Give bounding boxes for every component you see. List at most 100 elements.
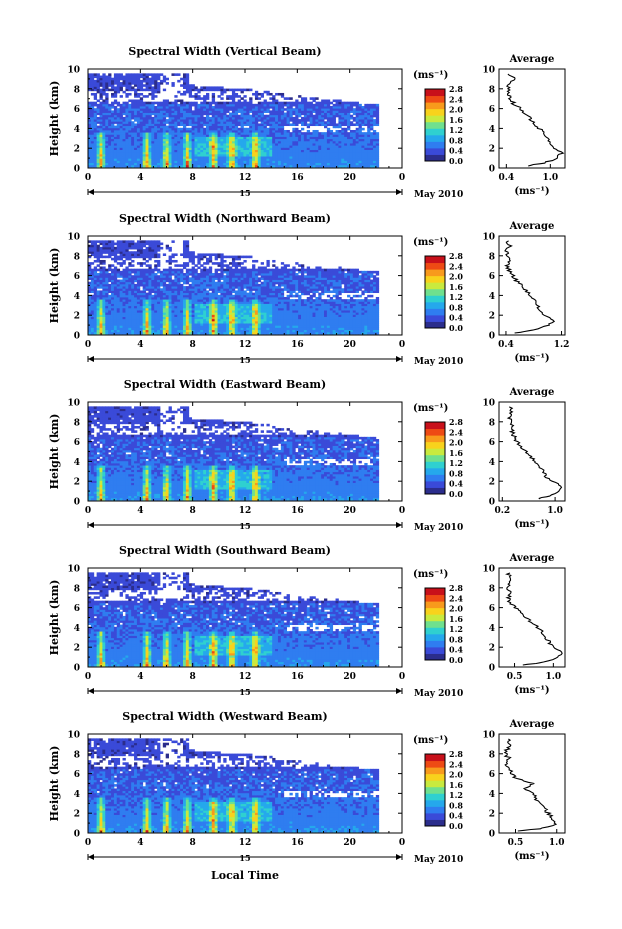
heatmap-cell xyxy=(111,78,114,81)
heatmap-cell xyxy=(289,97,292,100)
heatmap-cell xyxy=(192,266,195,269)
heatmap-cell xyxy=(229,102,232,105)
heatmap-cell xyxy=(177,80,180,83)
heatmap-cell xyxy=(160,102,163,105)
heatmap-cell xyxy=(186,73,189,76)
y-tick-label: 0 xyxy=(74,165,80,175)
heatmap-cell xyxy=(125,266,128,269)
heatmap-cell xyxy=(241,97,244,100)
colorbar: 0.00.40.81.21.62.02.42.8 xyxy=(425,84,463,166)
heatmap-cell xyxy=(344,102,347,105)
colorbar-swatch xyxy=(425,128,445,135)
heatmap-cell xyxy=(157,275,160,278)
heatmap-cell xyxy=(212,86,215,89)
colorbar-unit: (ms⁻¹) xyxy=(413,70,448,81)
heatmap-cell xyxy=(313,104,316,107)
heatmap-cell xyxy=(209,266,212,269)
panel-0: Spectral Width (Vertical Beam)0246810Hei… xyxy=(48,45,565,200)
heatmap-cell xyxy=(160,243,163,246)
heatmap-cell xyxy=(140,240,143,243)
panel-1: Spectral Width (Northward Beam)0246810He… xyxy=(48,212,569,367)
heatmap-cell xyxy=(353,108,356,111)
heatmap-cell xyxy=(100,102,103,105)
heatmap-cell xyxy=(117,280,120,283)
heatmap-cell xyxy=(117,73,120,76)
heatmap-cell xyxy=(148,240,151,243)
heatmap-cell xyxy=(108,295,111,298)
heatmap-cell xyxy=(226,95,229,98)
heatmap-cell xyxy=(114,126,117,129)
heatmap-cell xyxy=(157,269,160,272)
heatmap-cell xyxy=(350,130,353,133)
heatmap-cell xyxy=(209,253,212,256)
heatmap-cell xyxy=(166,245,169,248)
heatmap-cell xyxy=(206,253,209,256)
heatmap-cell xyxy=(292,108,295,111)
heatmap-cell xyxy=(258,123,261,126)
heatmap-cell xyxy=(246,102,249,105)
heatmap-cell xyxy=(338,130,341,133)
heatmap-cell xyxy=(197,266,200,269)
heatmap-cell xyxy=(125,240,128,243)
heatmap-cell xyxy=(160,247,163,250)
heatmap-cell xyxy=(287,102,290,105)
heatmap-cell xyxy=(226,115,229,118)
heatmap-cell xyxy=(171,269,174,272)
average-y-tick-label: 0 xyxy=(489,165,495,175)
heatmap-cell xyxy=(128,240,131,243)
heatmap-cell xyxy=(131,99,134,102)
heatmap-cell xyxy=(151,73,154,76)
heatmap-cell xyxy=(163,89,166,92)
heatmap-cell xyxy=(195,256,198,259)
colorbar-tick-label: 2.8 xyxy=(449,84,463,94)
heatmap-cell xyxy=(264,99,267,102)
heatmap-cell xyxy=(166,99,169,102)
heatmap-cell xyxy=(114,243,117,246)
heatmap-cell xyxy=(97,240,100,243)
heatmap-cell xyxy=(97,290,100,293)
heatmap-cell xyxy=(128,262,131,265)
heatmap-cell xyxy=(120,262,123,265)
heatmap-cell xyxy=(169,266,172,269)
heatmap-cell xyxy=(166,260,169,263)
heatmap-cell xyxy=(166,269,169,272)
heatmap-cell xyxy=(151,269,154,272)
heatmap-cell xyxy=(131,269,134,272)
heatmap-cell xyxy=(206,269,209,272)
heatmap-cell xyxy=(203,95,206,98)
heatmap-cell xyxy=(206,93,209,96)
heatmap-cell xyxy=(114,266,117,269)
heatmap-cell xyxy=(140,262,143,265)
heatmap-cell xyxy=(183,273,186,276)
heatmap-cell xyxy=(111,102,114,105)
heatmap-cell xyxy=(310,102,313,105)
heatmap-cell xyxy=(157,240,160,243)
heatmap-cell xyxy=(189,102,192,105)
heatmap-cell xyxy=(140,93,143,96)
heatmap-cell xyxy=(341,128,344,131)
heatmap-cell xyxy=(338,99,341,102)
heatmap-cells xyxy=(88,73,379,167)
heatmap-cell xyxy=(91,240,94,243)
heatmap-cell xyxy=(353,123,356,126)
average-profile-line xyxy=(507,74,563,166)
heatmap-cell xyxy=(120,95,123,98)
x-tick-label: 20 xyxy=(343,173,356,183)
heatmap-cell xyxy=(206,290,209,293)
heatmap-cell xyxy=(289,132,292,135)
heatmap-cell xyxy=(166,119,169,122)
heatmap-cell xyxy=(180,84,183,87)
heatmap-cell xyxy=(243,128,246,131)
heatmap-cell xyxy=(94,108,97,111)
heatmap-cell xyxy=(151,86,154,89)
heatmap-cell xyxy=(174,260,177,263)
heatmap-cell xyxy=(137,73,140,76)
heatmap-cell xyxy=(255,91,258,94)
heatmap-cell xyxy=(243,99,246,102)
heatmap-cell xyxy=(203,253,206,256)
heatmap-cell xyxy=(157,102,160,105)
heatmap-cell xyxy=(108,104,111,107)
heatmap-cell xyxy=(97,99,100,102)
heatmap-cell xyxy=(212,93,215,96)
